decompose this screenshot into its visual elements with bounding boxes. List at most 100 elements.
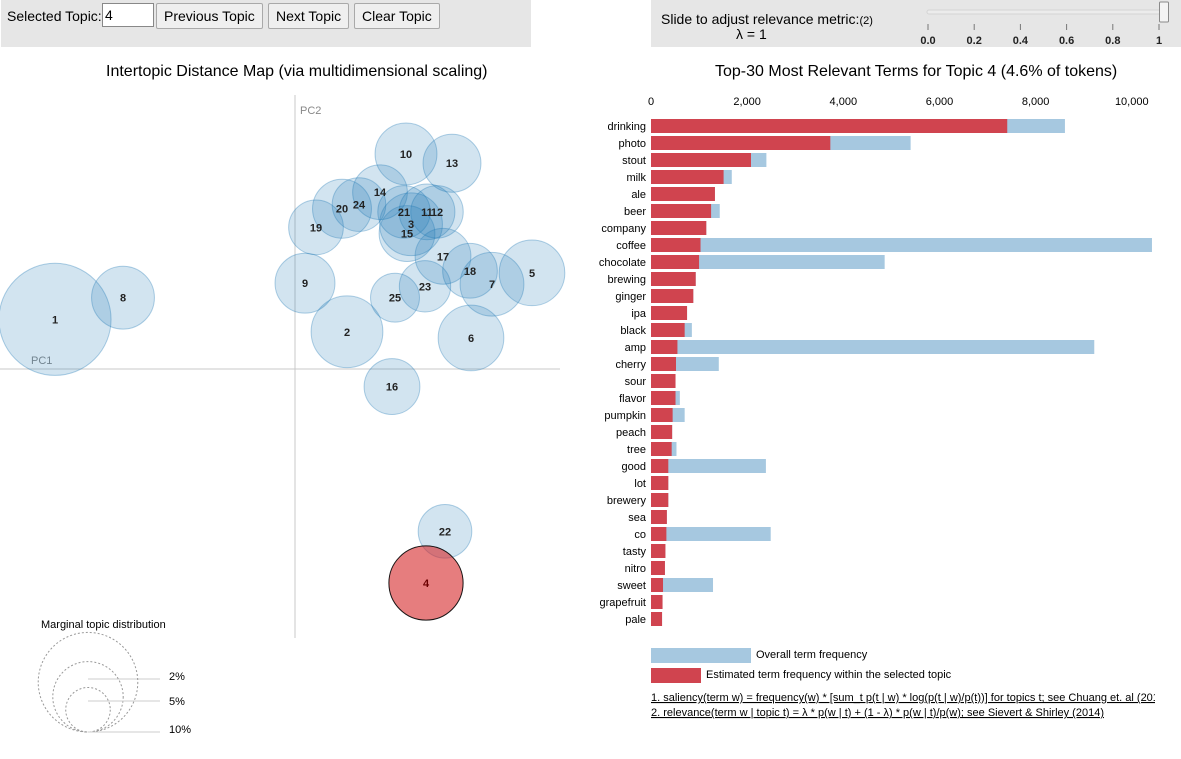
term-label[interactable]: pale: [625, 614, 646, 626]
term-label[interactable]: lot: [634, 478, 646, 490]
term-label[interactable]: co: [634, 529, 646, 541]
term-label[interactable]: chocolate: [599, 257, 646, 269]
term-label[interactable]: milk: [626, 172, 646, 184]
topic-circle-13[interactable]: [422, 133, 482, 193]
term-row-pale[interactable]: pale: [625, 612, 663, 626]
previous-topic-button[interactable]: Previous Topic: [156, 3, 263, 29]
term-row-sea[interactable]: sea: [628, 510, 667, 524]
term-label[interactable]: pumpkin: [604, 410, 646, 422]
topic-frequency-bar: [651, 527, 667, 541]
term-row-grapefruit[interactable]: grapefruit: [600, 595, 663, 609]
term-row-tasty[interactable]: tasty: [623, 544, 666, 558]
term-row-photo[interactable]: photo: [618, 136, 911, 150]
topic-circle-16[interactable]: [363, 358, 421, 415]
topic-circle-5[interactable]: [498, 239, 566, 307]
term-row-peach[interactable]: peach: [616, 425, 673, 439]
topic-circle-1[interactable]: [0, 262, 112, 376]
term-label[interactable]: ale: [631, 189, 646, 201]
topic-frequency-bar: [651, 544, 666, 558]
topic-circle-7[interactable]: [459, 251, 525, 317]
term-label[interactable]: amp: [625, 342, 646, 354]
topic-circle-20[interactable]: [312, 178, 372, 239]
term-row-drinking[interactable]: drinking: [607, 119, 1065, 133]
saliency-footnote[interactable]: 1. saliency(term w) = frequency(w) * [su…: [651, 692, 1155, 704]
term-row-brewery[interactable]: brewery: [607, 493, 669, 507]
term-row-co[interactable]: co: [634, 527, 771, 541]
topic-frequency-bar: [651, 153, 751, 167]
topic-circle-23[interactable]: [398, 260, 452, 313]
topic-circle-18[interactable]: [442, 242, 498, 299]
topic-circle-14[interactable]: [352, 164, 408, 221]
term-row-lot[interactable]: lot: [634, 476, 669, 490]
term-row-cherry[interactable]: cherry: [615, 357, 719, 371]
term-row-flavor[interactable]: flavor: [619, 391, 680, 405]
term-row-chocolate[interactable]: chocolate: [599, 255, 885, 269]
term-row-good[interactable]: good: [622, 459, 766, 473]
term-label[interactable]: coffee: [616, 240, 646, 252]
term-label[interactable]: photo: [618, 138, 646, 150]
size-legend-label: 5%: [169, 696, 185, 708]
term-label[interactable]: nitro: [625, 563, 646, 575]
term-label[interactable]: beer: [624, 206, 646, 218]
term-label[interactable]: cherry: [615, 359, 646, 371]
term-row-sweet[interactable]: sweet: [617, 578, 714, 592]
topic-frequency-bar: [651, 289, 694, 303]
term-label[interactable]: tree: [627, 444, 646, 456]
topic-circle-19[interactable]: [288, 199, 344, 256]
term-row-pumpkin[interactable]: pumpkin: [604, 408, 685, 422]
topic-circle-17[interactable]: [414, 227, 472, 285]
term-label[interactable]: company: [601, 223, 646, 235]
term-label[interactable]: drinking: [607, 121, 646, 133]
term-label[interactable]: brewing: [607, 274, 646, 286]
topic-circle-25[interactable]: [370, 272, 420, 323]
term-label[interactable]: flavor: [619, 393, 646, 405]
term-row-ale[interactable]: ale: [631, 187, 715, 201]
topic-circle-9[interactable]: [274, 252, 336, 314]
term-row-ginger[interactable]: ginger: [615, 289, 694, 303]
slider-track[interactable]: [926, 9, 1168, 15]
relevance-footnote[interactable]: 2. relevance(term w | topic t) = λ * p(w…: [651, 707, 1104, 719]
term-label[interactable]: stout: [622, 155, 646, 167]
term-row-company[interactable]: company: [601, 221, 707, 235]
term-row-nitro[interactable]: nitro: [625, 561, 665, 575]
relevance-slider[interactable]: 0.0 0.2 0.4 0.6 0.8 1: [651, 0, 1181, 47]
term-row-beer[interactable]: beer: [624, 204, 720, 218]
term-label[interactable]: brewery: [607, 495, 647, 507]
term-label[interactable]: sea: [628, 512, 647, 524]
term-label[interactable]: good: [622, 461, 646, 473]
term-label[interactable]: tasty: [623, 546, 647, 558]
term-label[interactable]: black: [620, 325, 646, 337]
term-row-black[interactable]: black: [620, 323, 692, 337]
term-label[interactable]: ginger: [615, 291, 646, 303]
term-row-ipa[interactable]: ipa: [631, 306, 688, 320]
term-row-amp[interactable]: amp: [625, 340, 1095, 354]
term-label[interactable]: grapefruit: [600, 597, 646, 609]
selected-topic-input[interactable]: [102, 3, 154, 27]
slider-thumb[interactable]: [1159, 1, 1169, 23]
term-label[interactable]: sour: [625, 376, 647, 388]
clear-topic-button[interactable]: Clear Topic: [354, 3, 440, 29]
term-label[interactable]: sweet: [617, 580, 646, 592]
term-row-coffee[interactable]: coffee: [616, 238, 1152, 252]
term-row-milk[interactable]: milk: [626, 170, 732, 184]
term-label[interactable]: peach: [616, 427, 646, 439]
term-row-brewing[interactable]: brewing: [607, 272, 696, 286]
topic-circle-21[interactable]: [377, 185, 431, 239]
term-row-stout[interactable]: stout: [622, 153, 767, 167]
topic-circle-3[interactable]: [379, 192, 443, 257]
term-label[interactable]: ipa: [631, 308, 647, 320]
topic-circle-4[interactable]: [388, 545, 464, 621]
topic-circle-15[interactable]: [378, 205, 436, 262]
next-topic-button[interactable]: Next Topic: [268, 3, 350, 29]
topic-circle-11[interactable]: [398, 183, 456, 241]
topic-circle-24[interactable]: [331, 177, 387, 232]
term-row-sour[interactable]: sour: [625, 374, 676, 388]
topic-circle-10[interactable]: [374, 122, 438, 186]
topic-circle-12[interactable]: [410, 185, 464, 239]
topic-circle-6[interactable]: [437, 304, 505, 372]
topic-frequency-bar: [651, 255, 700, 269]
topic-circle-8[interactable]: [91, 265, 155, 330]
topic-circle-2[interactable]: [310, 295, 384, 369]
term-row-tree[interactable]: tree: [627, 442, 677, 456]
